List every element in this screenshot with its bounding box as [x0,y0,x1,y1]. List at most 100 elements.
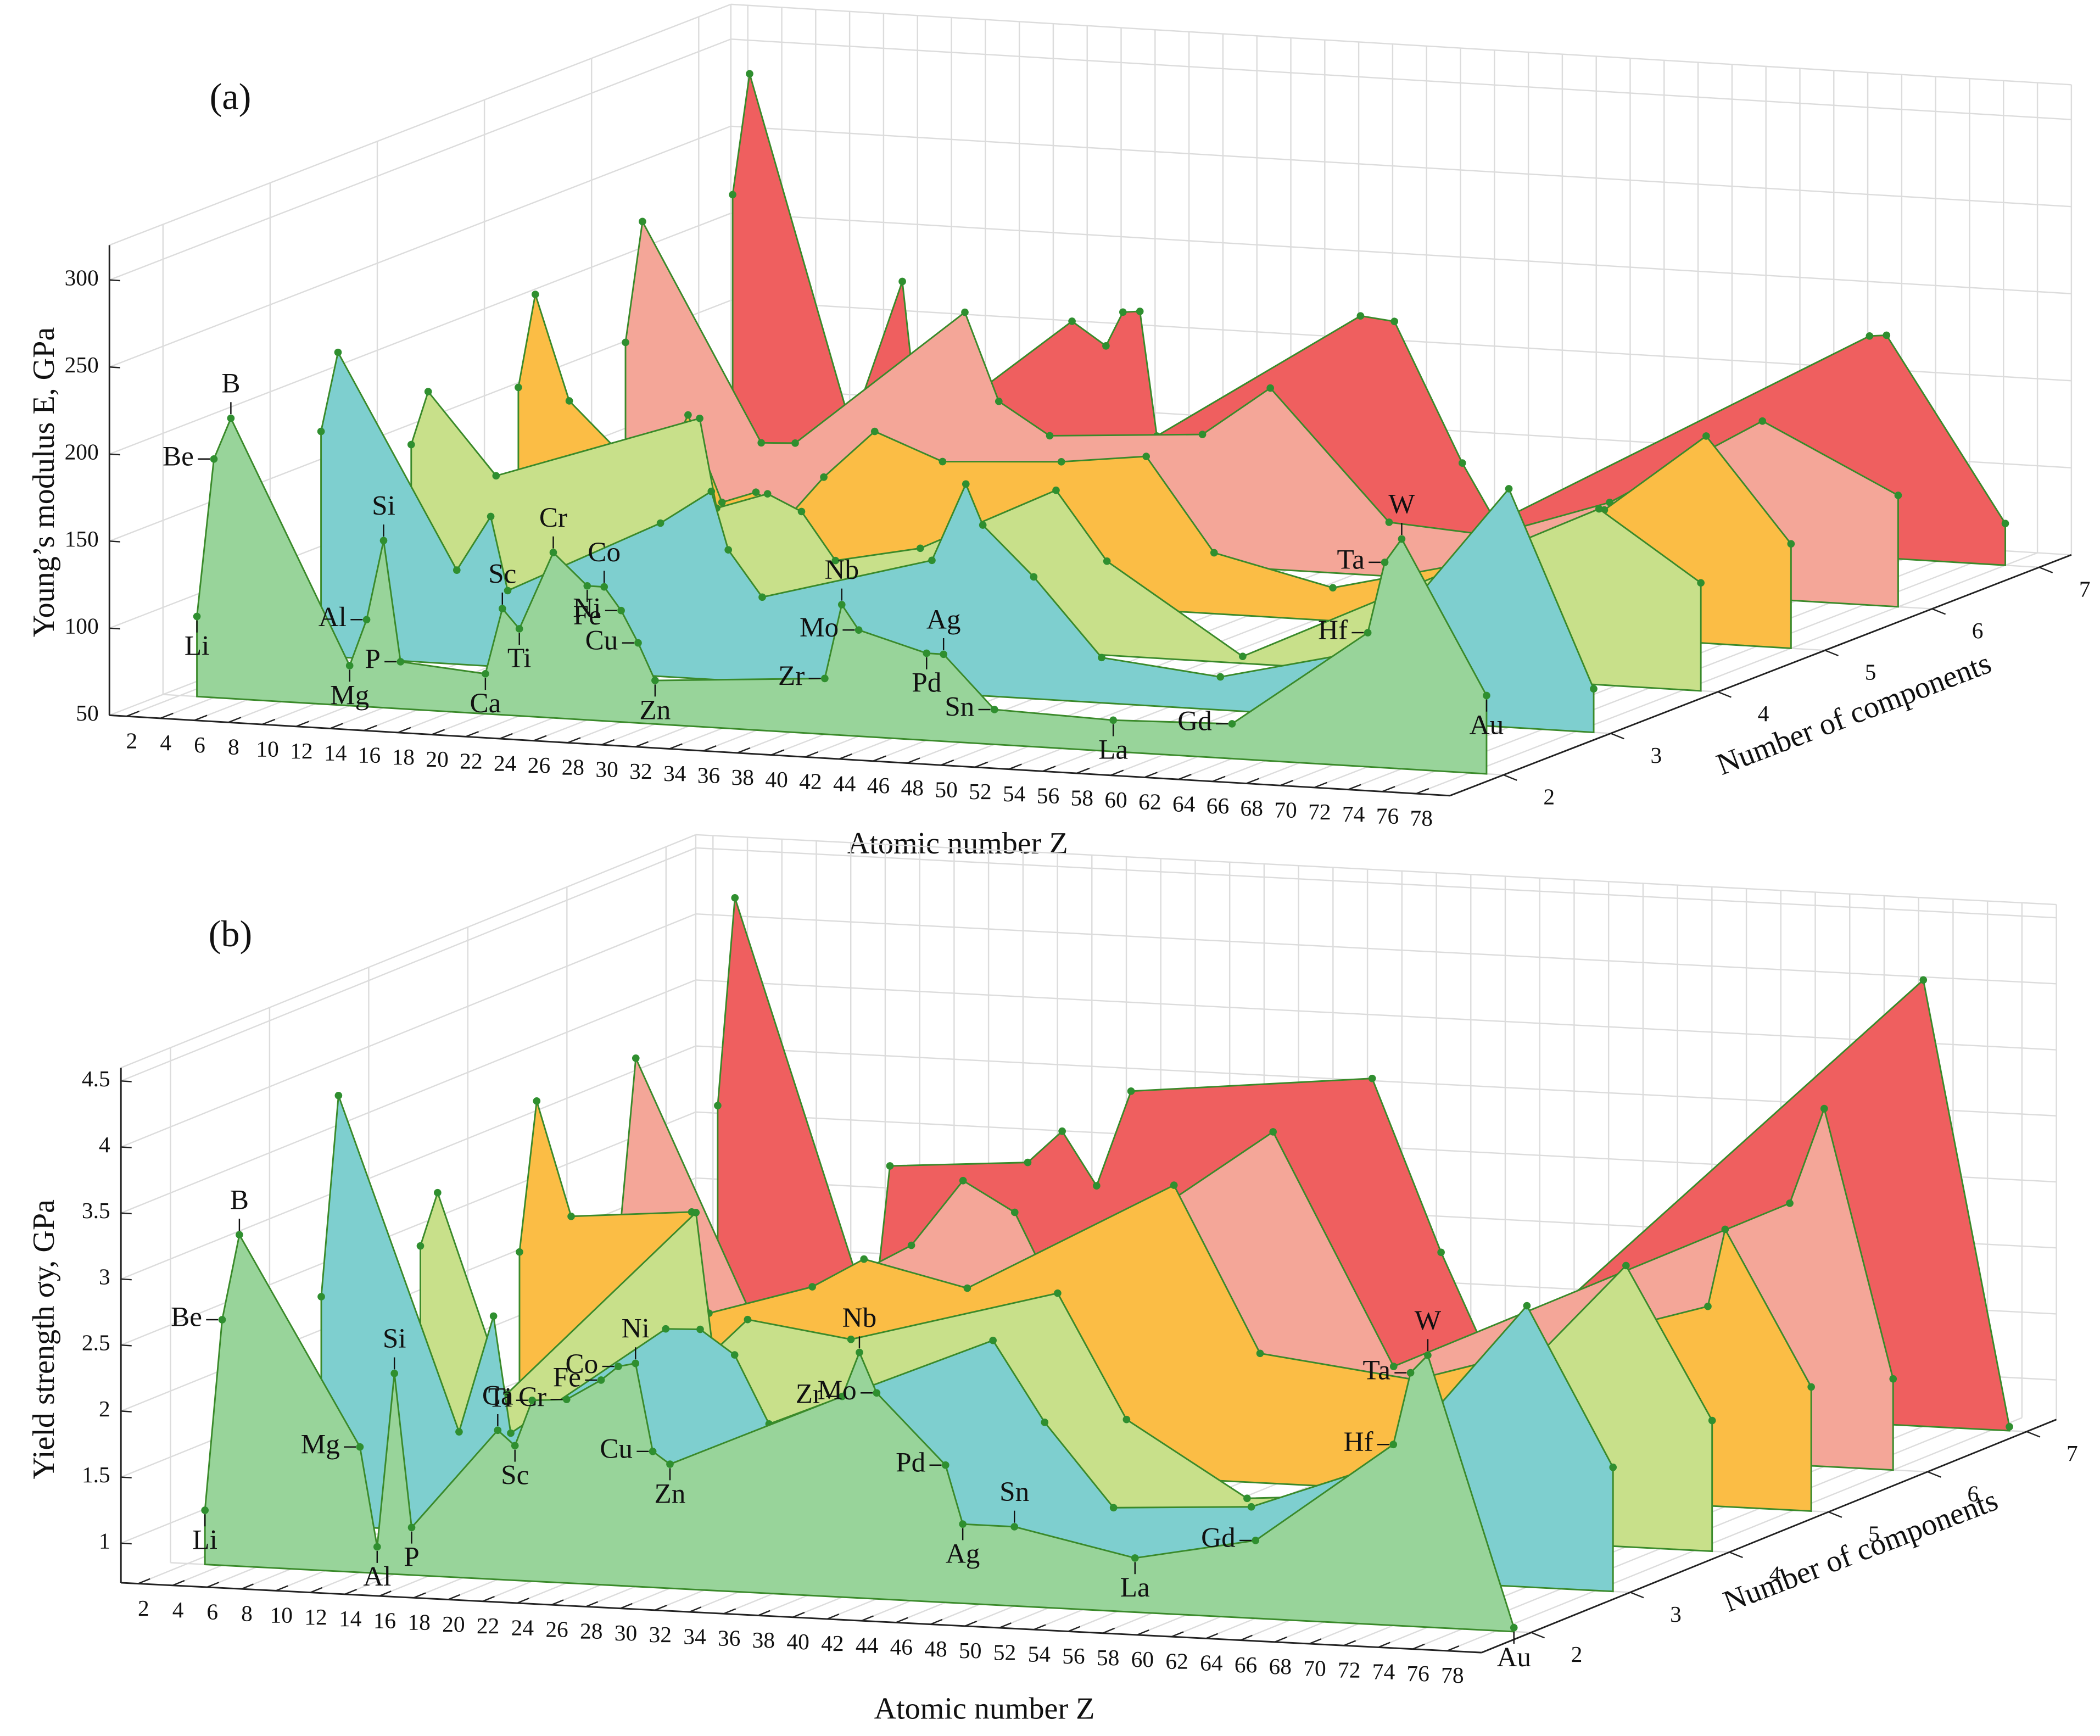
x-tick [896,1617,908,1623]
data-point [533,1097,541,1105]
x-tick-label: 60 [1131,1646,1154,1672]
x-tick [517,1598,529,1604]
data-point [504,587,512,595]
x-tick-label: 8 [241,1601,253,1626]
x-tick [703,745,717,752]
element-label: B [221,368,240,399]
x-tick [567,737,581,744]
y-tick [109,540,120,543]
data-point [831,556,840,565]
x-tick-label: 4 [160,730,171,755]
x-tick [126,711,140,717]
back-grid-line [695,913,2057,985]
element-label: Hf [1318,615,1348,646]
x-tick-label: 74 [1342,801,1365,827]
data-point [453,566,461,574]
x-tick [344,1588,358,1595]
data-point [724,546,733,554]
x-tick-label: 54 [1027,1642,1051,1667]
element-label: Si [383,1323,406,1354]
data-point [1136,308,1144,315]
x-tick-label: 78 [1410,805,1433,830]
data-point [916,544,924,552]
data-point [492,472,500,480]
data-point [396,658,405,666]
x-tick [1144,772,1158,778]
data-point [797,507,806,516]
x-tick [295,721,309,727]
back-grid-line [695,979,2057,1051]
data-point [959,1176,967,1185]
data-point [1102,342,1110,350]
x-tick [1171,1631,1184,1638]
data-point [1198,431,1207,438]
x-tick-label: 6 [206,1599,218,1624]
element-label: Be [171,1302,202,1333]
x-axis-label: Atomic number Z [847,827,1068,861]
x-tick-label: 36 [718,1626,740,1651]
data-point [1398,535,1406,543]
x-tick [1343,1640,1356,1646]
element-label: Nb [842,1302,877,1333]
element-label: Li [192,1524,217,1555]
data-point [758,593,766,601]
x-tick-label: 62 [1165,1648,1188,1673]
back-grid-line [730,125,2071,208]
data-point [1131,1554,1139,1562]
x-tick-label: 30 [615,1620,637,1645]
data-point [1595,505,1603,513]
data-point [549,549,557,556]
data-point [356,1443,364,1451]
element-label: Cr [539,502,567,533]
data-point [873,1389,881,1397]
z-tick-label: 4 [1769,1561,1781,1587]
x-tick [1137,1629,1149,1636]
data-point [959,1520,967,1528]
data-point [1786,1199,1794,1207]
data-point [731,894,739,902]
data-point [597,1376,605,1384]
data-point [218,1316,226,1324]
x-tick-label: 36 [697,763,720,788]
x-tick-label: 24 [494,750,517,775]
y-tick-label: 50 [76,700,98,725]
z-axis [1449,554,2072,797]
y-tick [109,279,120,282]
x-tick [669,743,683,750]
z-tick [1828,1511,1842,1518]
x-tick [431,729,445,735]
x-tick [723,1608,736,1615]
data-point [1368,1074,1376,1082]
x-tick [999,1622,1012,1629]
data-point [1406,1369,1415,1377]
data-point [684,411,692,419]
data-point [820,473,828,481]
x-tick-label: 72 [1338,1657,1360,1683]
x-tick-label: 12 [304,1604,327,1629]
data-point [632,1359,640,1367]
data-point [1424,1351,1432,1359]
z-tick-label: 2 [1571,1642,1583,1667]
data-point [870,427,879,436]
data-point [455,1428,463,1436]
x-tick-label: 2 [126,728,138,753]
x-tick [940,759,954,766]
data-point [528,1396,536,1404]
data-point [1269,1128,1277,1136]
data-point [1247,1503,1255,1511]
x-tick [930,1618,943,1625]
z-tick-label: 7 [2067,1441,2078,1466]
data-point [1170,1181,1178,1189]
side-grid-line [120,979,696,1214]
data-point [940,650,947,658]
z-tick [1931,608,1946,615]
x-tick [737,747,751,754]
x-tick [1309,1638,1322,1645]
chart: 2 4 6 8 10 12 14 16 18 20 22 24 26 28 30 32 34 36 38 40 42 44… [27,3,2091,861]
element-label: Co [566,1348,599,1380]
y-tick [121,1278,132,1281]
data-point [1704,1302,1712,1310]
data-point [1058,1127,1066,1135]
element-label: Sc [488,558,516,589]
data-point [516,1248,523,1256]
